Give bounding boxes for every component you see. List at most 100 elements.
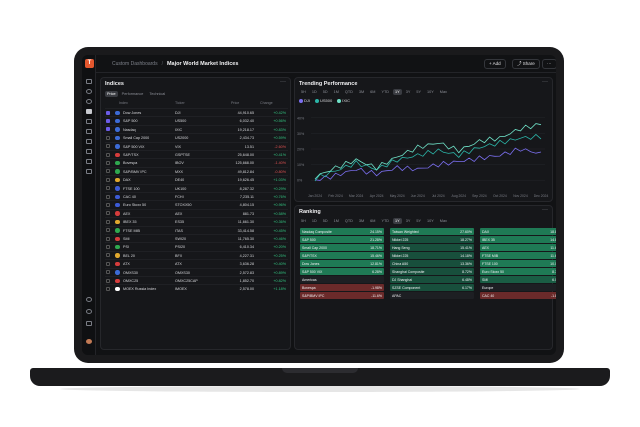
ranking-cell[interactable]: S&P 500 VIX 6.28%: [300, 268, 384, 275]
table-row[interactable]: MOEX Russia Index IMOEX 2,578.00 +1.18%: [105, 284, 288, 292]
app-logo[interactable]: T: [85, 59, 94, 68]
row-checkbox[interactable]: [106, 160, 110, 165]
notifications-icon[interactable]: [86, 321, 92, 326]
header-index[interactable]: Index: [119, 101, 128, 105]
trending-range-qtd[interactable]: QTD: [344, 90, 353, 94]
ranking-cell[interactable]: SMI 6.05%: [480, 276, 556, 283]
document-icon[interactable]: [86, 169, 92, 174]
table-row[interactable]: IBEX 35 ES35 11,661.30 +0.36%: [105, 217, 288, 225]
table-row[interactable]: OMXC25 OMXC25CAP 1,852.70 +0.82%: [105, 276, 288, 284]
ranking-cell[interactable]: China A50 13.36%: [390, 260, 474, 267]
ranking-cell[interactable]: SZSE Component 6.17%: [390, 284, 474, 291]
ranking-range-3m[interactable]: 3M: [358, 219, 365, 223]
row-checkbox[interactable]: [106, 286, 110, 291]
table-row[interactable]: PSI PSI20 6,410.34 +0.20%: [105, 242, 288, 250]
avatar[interactable]: [86, 339, 92, 344]
table-row[interactable]: S&P 500 VIX VIX 13.51 -2.60%: [105, 141, 288, 150]
share-button[interactable]: ⤴ Share: [512, 59, 540, 69]
ranking-cell[interactable]: AEX 11.65%: [480, 244, 556, 251]
row-checkbox[interactable]: [106, 152, 110, 157]
legend-item-dji[interactable]: DJI: [299, 98, 310, 103]
header-change[interactable]: Change: [260, 101, 273, 105]
ranking-cell[interactable]: Americas: [300, 276, 384, 283]
ranking-range-10y[interactable]: 10Y: [427, 219, 434, 223]
row-checkbox[interactable]: [106, 261, 110, 266]
ranking-cell[interactable]: DAX 18.85%: [480, 228, 556, 235]
dashboard-icon[interactable]: [86, 109, 92, 114]
trending-range-1d[interactable]: 1D: [311, 90, 317, 94]
grid-icon[interactable]: [86, 129, 92, 134]
ranking-cell[interactable]: Nasdaq Composite 24.15%: [300, 228, 384, 235]
calendar-icon[interactable]: [86, 149, 92, 154]
users-icon[interactable]: [86, 159, 92, 164]
table-row[interactable]: Dow Jones DJI 44,910.65 +0.42%: [105, 108, 288, 116]
settings-icon[interactable]: [86, 309, 92, 314]
table-row[interactable]: Euro Stoxx 50 STOXX50 4,804.15 +0.96%: [105, 200, 288, 208]
ranking-cell[interactable]: Nikkei 225 14.18%: [390, 252, 474, 259]
table-row[interactable]: DAX DE40 19,626.45 +1.03%: [105, 175, 288, 183]
table-row[interactable]: S&P/TSX GSPTSE 25,648.00 +0.41%: [105, 150, 288, 158]
row-checkbox[interactable]: [106, 228, 110, 233]
tab-performance[interactable]: Performance: [121, 92, 144, 96]
ranking-cell[interactable]: Shanghai Composite 8.72%: [390, 268, 474, 275]
search-icon[interactable]: [86, 79, 92, 84]
ranking-cell[interactable]: S&P/BMV IPC -11.6%: [300, 292, 384, 299]
home-icon[interactable]: [86, 89, 92, 94]
indices-more-button[interactable]: ···: [280, 79, 286, 85]
row-checkbox[interactable]: [106, 194, 110, 199]
trending-range-6m[interactable]: 6M: [370, 90, 376, 94]
ranking-cell[interactable]: S&P/TSX 15.46%: [300, 252, 384, 259]
ranking-range-ytd[interactable]: YTD: [381, 219, 390, 223]
row-checkbox[interactable]: [106, 177, 110, 182]
ranking-cell[interactable]: DJ Shanghai 6.48%: [390, 276, 474, 283]
ranking-cell[interactable]: S&P 500 21.28%: [300, 236, 384, 243]
table-row[interactable]: Nasdaq IXIC 19,218.17 +0.83%: [105, 124, 288, 133]
ranking-cell[interactable]: Taiwan Weighted 27.60%: [390, 228, 474, 235]
globe-icon[interactable]: [86, 99, 92, 104]
trending-range-5y[interactable]: 5Y: [416, 90, 422, 94]
table-row[interactable]: Small Cap 2000 US2000 2,434.73 +0.59%: [105, 133, 288, 141]
tab-price[interactable]: Price: [105, 91, 118, 97]
table-row[interactable]: SMI SWI20 11,765.30 +0.46%: [105, 234, 288, 242]
ranking-cell[interactable]: Euro Stoxx 50 8.73%: [480, 268, 556, 275]
trending-range-3y[interactable]: 3Y: [405, 90, 411, 94]
table-row[interactable]: AEX AEX 881.73 +0.58%: [105, 208, 288, 217]
row-checkbox[interactable]: [106, 244, 110, 249]
row-checkbox[interactable]: [106, 169, 110, 174]
trending-range-1m[interactable]: 1M: [333, 90, 339, 94]
row-checkbox[interactable]: [106, 144, 110, 149]
row-checkbox[interactable]: [106, 219, 110, 224]
ranking-cell[interactable]: Bovespa -1.98%: [300, 284, 384, 291]
ranking-range-1d[interactable]: 1D: [311, 219, 317, 223]
row-checkbox[interactable]: [106, 253, 110, 258]
trending-range-max[interactable]: Max: [439, 90, 447, 94]
header-ticker[interactable]: Ticker: [175, 101, 185, 105]
row-checkbox[interactable]: [106, 278, 110, 283]
ranking-cell[interactable]: Hang Seng 15.41%: [390, 244, 474, 251]
table-row[interactable]: ATX ATX 3,636.28 +0.40%: [105, 259, 288, 267]
table-row[interactable]: BEL 20 BFX 4,227.31 +0.25%: [105, 250, 288, 259]
ranking-range-1y[interactable]: 1Y: [393, 218, 402, 224]
breadcrumb[interactable]: Custom Dashboards: [112, 60, 158, 67]
ranking-cell[interactable]: FTSE 100 10.07%: [480, 260, 556, 267]
list-icon[interactable]: [86, 119, 92, 124]
ranking-cell[interactable]: IBEX 35 14.85%: [480, 236, 556, 243]
table-row[interactable]: CAC 40 FCHI 7,235.11 +0.76%: [105, 192, 288, 200]
ranking-cell[interactable]: Dow Jones 12.81%: [300, 260, 384, 267]
ranking-more-button[interactable]: ···: [542, 207, 548, 213]
header-price[interactable]: Price: [231, 101, 240, 105]
row-checkbox[interactable]: [106, 110, 110, 115]
trending-range-10y[interactable]: 10Y: [427, 90, 434, 94]
row-checkbox[interactable]: [106, 202, 110, 207]
help-icon[interactable]: [86, 297, 92, 302]
chart-icon[interactable]: [86, 139, 92, 144]
ranking-range-3y[interactable]: 3Y: [405, 219, 411, 223]
trending-range-3m[interactable]: 3M: [358, 90, 365, 94]
trending-range-5h[interactable]: 5H: [301, 90, 306, 94]
row-checkbox[interactable]: [106, 135, 110, 140]
ranking-cell[interactable]: Nikkei 225 18.27%: [390, 236, 474, 243]
trending-range-5d[interactable]: 5D: [322, 90, 328, 94]
tab-technical[interactable]: Technical: [149, 92, 166, 96]
trending-more-button[interactable]: ···: [542, 79, 548, 85]
more-button[interactable]: ···: [542, 59, 556, 69]
